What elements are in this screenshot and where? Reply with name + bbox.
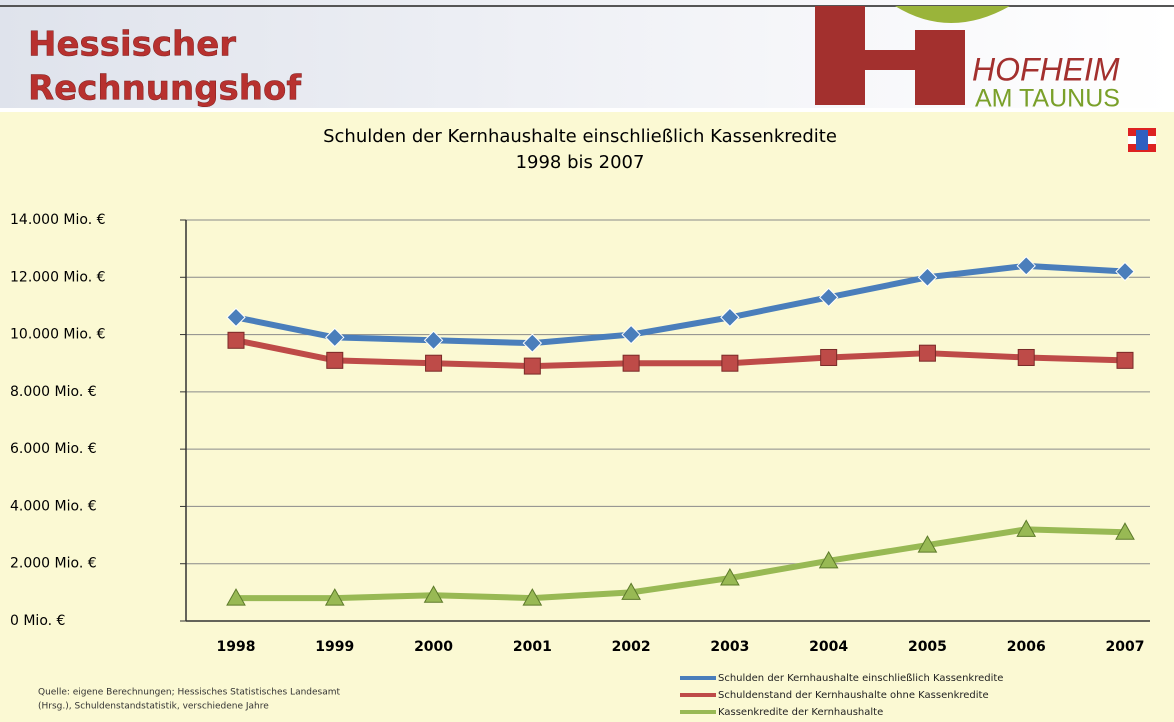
marker [622, 354, 640, 372]
x-tick-label: 1999 [315, 639, 354, 655]
y-tick-label: 14.000 Mio. € [10, 212, 106, 228]
series-line [236, 526, 1126, 602]
y-tick-label: 6.000 Mio. € [10, 441, 97, 457]
marker [918, 344, 936, 362]
x-tick-label: 2005 [908, 639, 947, 655]
x-tick-label: 2003 [710, 639, 749, 655]
y-tick-label: 0 Mio. € [10, 613, 65, 629]
y-tick-label: 8.000 Mio. € [10, 384, 97, 400]
logo-arc [895, 6, 1010, 23]
marker [720, 307, 740, 328]
x-tick-label: 2001 [513, 639, 552, 655]
y-tick-label: 10.000 Mio. € [10, 327, 106, 343]
logo-text: AM TAUNUS [975, 85, 1120, 113]
logo-text: HOFHEIM [972, 51, 1120, 87]
x-tick-label: 2007 [1106, 639, 1145, 655]
marker [325, 327, 345, 348]
x-tick-label: 2006 [1007, 639, 1046, 655]
y-tick-label: 2.000 Mio. € [10, 556, 97, 572]
logo-h [815, 6, 965, 105]
legend-label: Kassenkredite der Kernhaushalte [718, 707, 883, 718]
chart-area [0, 112, 1174, 722]
source-text: Quelle: eigene Berechnungen; Hessisches … [38, 688, 341, 698]
flag-icon [1128, 128, 1156, 152]
marker [226, 588, 246, 606]
flag-shield [1136, 130, 1148, 150]
marker [917, 267, 938, 287]
marker [721, 354, 739, 372]
marker [522, 588, 543, 606]
marker [522, 333, 543, 353]
y-tick-label: 12.000 Mio. € [10, 269, 106, 285]
marker [227, 331, 245, 349]
chart-title: Schulden der Kernhaushalte einschließlic… [323, 126, 837, 147]
marker [1016, 519, 1037, 537]
header-title: Rechnungshof [28, 69, 302, 109]
marker [621, 324, 641, 345]
x-tick-label: 2000 [414, 639, 453, 655]
marker [720, 568, 740, 586]
marker [423, 585, 444, 603]
x-tick-label: 2004 [809, 639, 848, 655]
marker [1017, 348, 1035, 366]
marker [425, 354, 443, 372]
marker [326, 351, 344, 369]
logo: HOFHEIM AM TAUNUS [815, 6, 1120, 113]
series-line [235, 262, 1126, 347]
marker [820, 348, 838, 366]
x-tick-label: 2002 [612, 639, 651, 655]
marker [226, 307, 246, 328]
source-text: (Hrsg.), Schuldenstandstatistik, verschi… [38, 702, 269, 712]
chart-subtitle: 1998 bis 2007 [516, 152, 645, 173]
marker [1016, 256, 1036, 276]
marker [621, 582, 641, 600]
series-line [235, 337, 1126, 370]
marker [1115, 261, 1135, 282]
marker [818, 287, 839, 308]
y-tick-label: 4.000 Mio. € [10, 498, 97, 514]
legend-label: Schulden der Kernhaushalte einschließlic… [718, 673, 1003, 684]
marker [523, 357, 541, 375]
marker [917, 535, 938, 553]
header-title: Hessischer [28, 25, 236, 65]
marker [818, 550, 839, 569]
marker [1116, 351, 1134, 369]
x-tick-label: 1998 [217, 639, 256, 655]
marker [324, 588, 345, 606]
legend-label: Schuldenstand der Kernhaushalte ohne Kas… [718, 690, 989, 701]
marker [1115, 522, 1135, 540]
marker [423, 330, 444, 351]
